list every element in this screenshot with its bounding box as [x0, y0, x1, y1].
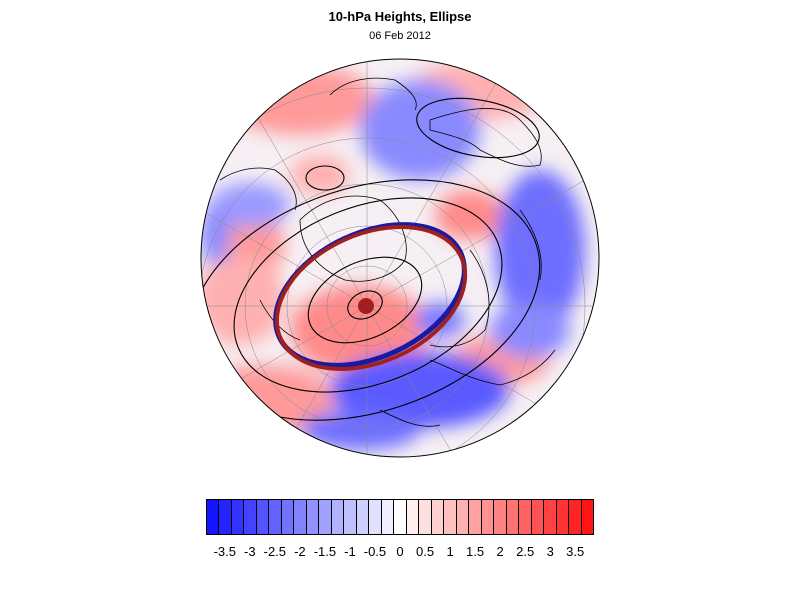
colorbar-tick-label: -3.5 — [213, 544, 236, 559]
colorbar-tick-label: 1 — [446, 544, 454, 559]
colorbar-cell — [456, 500, 470, 534]
colorbar-cell — [506, 500, 520, 534]
colorbar-cell — [231, 500, 245, 534]
chart-subtitle: 06 Feb 2012 — [369, 30, 431, 42]
anomaly-field — [201, 59, 599, 457]
colorbar-cell — [269, 500, 282, 534]
colorbar-cell — [431, 500, 445, 534]
colorbar — [206, 499, 594, 535]
colorbar-cell — [256, 500, 270, 534]
colorbar-cell — [444, 500, 457, 534]
colorbar-cell — [569, 500, 582, 534]
fitted-vortex-ellipse — [274, 225, 468, 371]
colorbar-cell — [531, 500, 545, 534]
chart-title: 10-hPa Heights, Ellipse — [328, 9, 472, 24]
colorbar-labels: -3.5 -3 -2.5 -2 -1.5 -1 -0.5 0 0.5 1 1.5 2 2.5 3 3.5 — [0, 544, 800, 564]
colorbar-cell — [494, 500, 507, 534]
colorbar-cell — [344, 500, 357, 534]
colorbar-tick-label: 3.5 — [566, 544, 585, 559]
colorbar-cell — [544, 500, 557, 534]
colorbar-tick-label: 0 — [396, 544, 404, 559]
anomaly-positive-top-center — [435, 190, 505, 240]
anomaly-negative-bottom — [330, 352, 510, 428]
colorbar-tick-label: 2 — [496, 544, 504, 559]
colorbar-tick-label: -0.5 — [363, 544, 387, 559]
colorbar-tick-label: -1.5 — [313, 544, 337, 559]
anomaly-negative-top-left — [210, 183, 290, 227]
colorbar-tick-label: 0.5 — [415, 544, 435, 559]
colorbar-cell — [481, 500, 495, 534]
colorbar-cell — [306, 500, 320, 534]
vortex-center-marker — [358, 298, 374, 314]
colorbar-cell — [331, 500, 345, 534]
anomaly-positive-north — [225, 65, 375, 135]
colorbar-cell — [294, 500, 307, 534]
colorbar-cell — [469, 500, 482, 534]
colorbar-tick-label: 2.5 — [516, 544, 535, 559]
colorbar-cell — [244, 500, 257, 534]
colorbar-cell — [281, 500, 295, 534]
coastlines — [219, 77, 556, 427]
anomaly-negative-lower-right — [490, 302, 570, 358]
colorbar-tick-label: 3 — [546, 544, 554, 559]
colorbar-tick-label: 1.5 — [466, 544, 485, 559]
anomaly-positive-upper-left — [290, 155, 350, 195]
colorbar-cell — [519, 500, 532, 534]
colorbar-cell — [369, 500, 382, 534]
colorbar-cell — [406, 500, 420, 534]
colorbar-tick-label: -2 — [294, 544, 306, 559]
colorbar-cell — [356, 500, 370, 534]
anomaly-positive-left-low — [201, 255, 285, 345]
colorbar-cell — [419, 500, 432, 534]
colorbar-cell — [219, 500, 232, 534]
colorbar-tick-label: -2.5 — [263, 544, 287, 559]
colorbar-cell — [581, 500, 594, 534]
colorbar-cell — [394, 500, 407, 534]
graticule — [201, 59, 599, 457]
colorbar-tick-label: -1 — [344, 544, 356, 559]
colorbar-tick-label: -3 — [244, 544, 256, 559]
colorbar-cell — [381, 500, 395, 534]
colorbar-cell — [319, 500, 332, 534]
colorbar-cell — [207, 500, 220, 534]
colorbar-cell — [556, 500, 570, 534]
globe-outline — [200, 58, 600, 458]
